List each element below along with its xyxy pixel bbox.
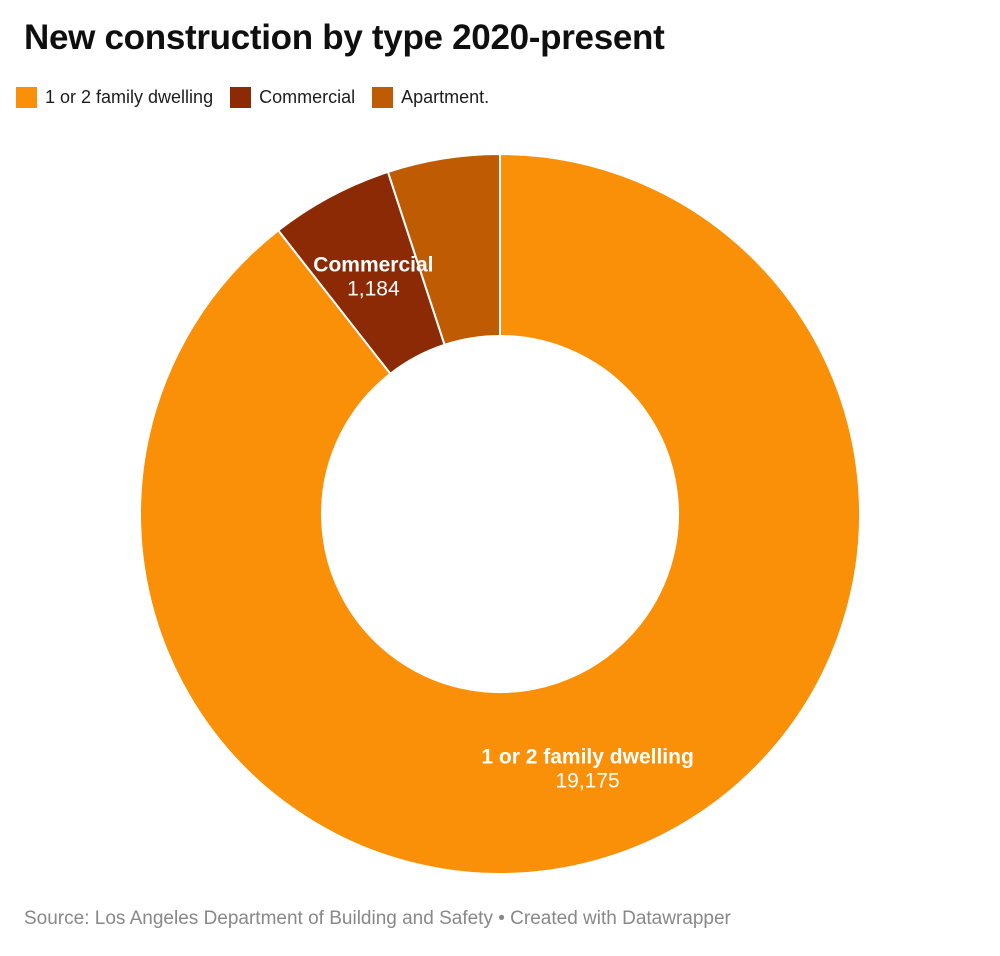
legend: 1 or 2 family dwelling Commercial Apartmen… [16,87,489,108]
slice-labels: 1 or 2 family dwelling 19,175 Commercial 1,… [313,254,694,793]
donut-slice-apartment[interactable] [386,153,501,346]
slice-label-1-or-2-family-dwelling: 1 or 2 family dwelling 19,175 [481,745,693,792]
source-attribution: Source: Los Angeles Department of Buildi… [24,908,731,929]
legend-item-label: Apartment. [401,87,490,107]
slice-label-commercial: Commercial 1,184 [313,254,433,301]
chart-title: New construction by type 2020-present [24,18,665,57]
legend-item-label: Commercial [259,87,356,107]
legend-color-swatch [16,87,37,108]
legend-color-swatch [230,87,252,108]
donut-slice-1-or-2-family-dwelling[interactable] [139,153,861,875]
legend-color-swatch [372,87,394,108]
legend-item-1-or-2-family-dwelling: 1 or 2 family dwelling [16,87,213,108]
donut-slices [139,153,861,875]
legend-item-commercial: Commercial [230,87,355,108]
legend-item-label: 1 or 2 family dwelling [45,87,214,107]
legend-item-apartment: Apartment. [372,87,489,108]
